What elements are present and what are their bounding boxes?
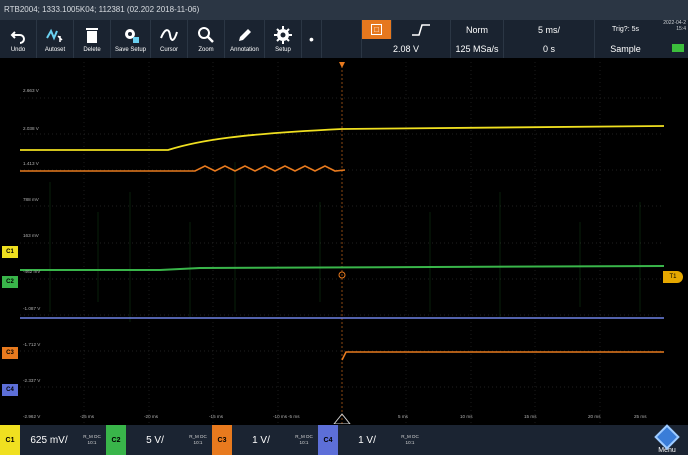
c1-offset-marker[interactable]: C1 (2, 246, 18, 258)
channel-c4[interactable]: C4 1 V/ R_M DC 10:1 (318, 425, 424, 455)
trigger-channel-icon: □ (371, 24, 382, 35)
c3-tag: C3 (212, 425, 232, 455)
level-label: 2.038 V (23, 126, 39, 131)
trash-icon (86, 27, 98, 43)
setup-button[interactable]: Setup (265, 20, 302, 58)
acquisition-mode[interactable]: Sample (594, 39, 656, 58)
c3-scale[interactable]: 1 V/ (252, 434, 270, 446)
c2-offset-marker[interactable]: C2 (2, 276, 18, 288)
c4-probe: 10:1 (405, 440, 415, 445)
channel-c1[interactable]: C1 625 mV/ R_M DC 10:1 (0, 425, 106, 455)
channel-c3[interactable]: C3 1 V/ R_M DC 10:1 (212, 425, 318, 455)
trigger-level-marker[interactable]: T1 (663, 271, 683, 283)
toolbar: Undo Autoset Delete Save Setup Cursor Zo… (0, 20, 688, 58)
level-label: -2.337 V (23, 378, 41, 383)
time-tick-label: -5 ms (288, 414, 300, 419)
trigger-time[interactable]: Trig?: 5s (594, 20, 656, 39)
time-tick-label: -15 ms (209, 414, 224, 419)
trigger-level[interactable]: 2.08 V (361, 39, 450, 58)
clock-time: 15:4 (676, 26, 686, 32)
cursor-icon (160, 28, 178, 41)
c2-probe: 10:1 (193, 440, 203, 445)
undo-icon (10, 30, 25, 44)
save-setup-icon (124, 28, 139, 43)
c1-tag: C1 (0, 425, 20, 455)
c2-scale[interactable]: 5 V/ (146, 434, 164, 446)
window-title-bar: RTB2004; 1333.1005K04; 112381 (02.202 20… (0, 0, 688, 20)
c4-offset-marker[interactable]: C4 (2, 384, 18, 396)
c1-coupling: R_M DC (83, 434, 101, 439)
annotation-button[interactable]: Annotation (225, 20, 265, 58)
time-tick-label: -20 ms (144, 414, 159, 419)
time-tick-label: 15 ms (524, 414, 537, 419)
clock: 2022-04-2 15:4 (646, 20, 688, 58)
autoset-icon (46, 28, 63, 42)
c2-coupling: R_M DC (189, 434, 207, 439)
zoom-button[interactable]: Zoom (188, 20, 225, 58)
level-label: 163 mV (23, 233, 39, 238)
more-options-button[interactable]: • (302, 20, 322, 58)
level-label: -1.712 V (23, 342, 41, 347)
waveform-grid (20, 62, 664, 424)
c3-coupling: R_M DC (295, 434, 313, 439)
level-label: 2.663 V (23, 88, 39, 93)
horizontal-delay[interactable]: 0 s (503, 39, 594, 58)
c3-offset-marker[interactable]: C3 (2, 347, 18, 359)
time-tick-label: -25 ms (80, 414, 95, 419)
time-tick-label: 20 ms (588, 414, 601, 419)
window-title: RTB2004; 1333.1005K04; 112381 (02.202 20… (4, 5, 200, 14)
zoom-icon (198, 26, 214, 43)
trigger-edge-button[interactable] (391, 20, 450, 39)
gear-icon (274, 25, 292, 44)
c3-probe: 10:1 (299, 440, 309, 445)
time-tick-label: 10 ms (460, 414, 473, 419)
delete-button[interactable]: Delete (74, 20, 111, 58)
menu-label: Menu (658, 447, 676, 454)
time-tick-label: 5 ms (398, 414, 408, 419)
undo-button[interactable]: Undo (0, 20, 37, 58)
clock-date: 2022-04-2 (663, 20, 686, 26)
menu-button[interactable]: Menu (646, 424, 688, 455)
pen-icon (238, 28, 251, 41)
cursor-button[interactable]: Cursor (151, 20, 188, 58)
c4-coupling: R_M DC (401, 434, 419, 439)
level-label: 1.413 V (23, 161, 39, 166)
level-label: -462 mV (23, 269, 41, 274)
channel-bar: C1 625 mV/ R_M DC 10:1 C2 5 V/ R_M DC 10:1… (0, 425, 688, 455)
level-label: -1.087 V (23, 306, 41, 311)
level-label: 788 mV (23, 197, 39, 202)
menu-icon (654, 424, 680, 450)
rising-edge-icon (412, 23, 430, 36)
autoset-button[interactable]: Autoset (37, 20, 74, 58)
save-setup-button[interactable]: Save Setup (111, 20, 151, 58)
c4-scale[interactable]: 1 V/ (358, 434, 376, 446)
timebase-scale[interactable]: 5 ms/ (503, 20, 594, 39)
time-tick-label: 25 ms (634, 414, 647, 419)
c1-probe: 10:1 (87, 440, 97, 445)
channel-c2[interactable]: C2 5 V/ R_M DC 10:1 (106, 425, 212, 455)
time-tick-label: -10 ms (273, 414, 288, 419)
c4-tag: C4 (318, 425, 338, 455)
c1-scale[interactable]: 625 mV/ (30, 434, 68, 446)
network-icon (672, 44, 684, 52)
sample-rate: 125 MSa/s (450, 39, 503, 58)
trigger-source-button[interactable]: □ (361, 20, 391, 39)
waveform-display[interactable] (20, 62, 664, 424)
level-label: -2.962 V (23, 414, 41, 419)
trigger-mode[interactable]: Norm (450, 20, 503, 39)
acquisition-status-panel: □ Norm 5 ms/ Trig?: 5s 2.08 V 125 MSa/s … (361, 20, 646, 58)
c2-tag: C2 (106, 425, 126, 455)
